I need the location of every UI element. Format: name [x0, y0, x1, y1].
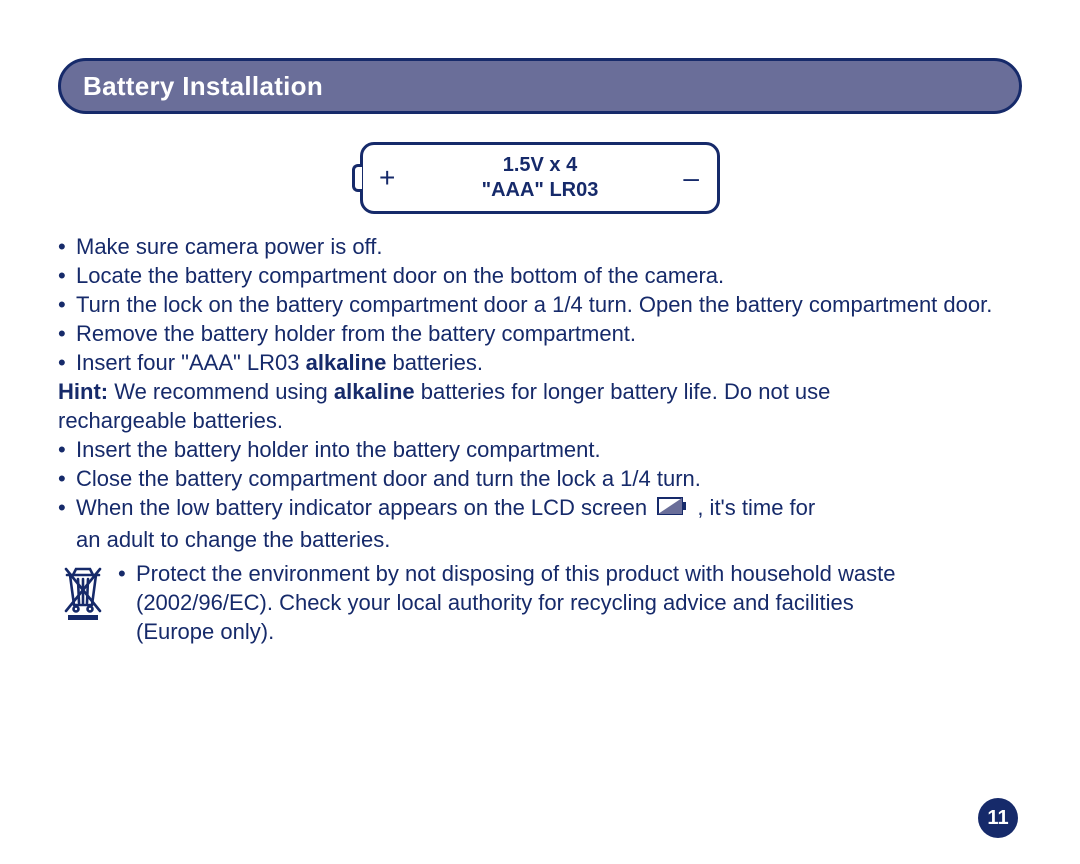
step-text: Remove the battery holder from the batte… — [76, 319, 636, 348]
bullet-icon: • — [58, 493, 76, 525]
step-8b: an adult to change the batteries. — [76, 525, 1022, 554]
section-title: Battery Installation — [83, 71, 323, 102]
bullet-icon: • — [58, 290, 76, 319]
weee-text: • Protect the environment by not disposi… — [118, 559, 895, 646]
step-text-bold: alkaline — [306, 350, 387, 375]
instructions: • Make sure camera power is off. • Locat… — [58, 232, 1022, 646]
section-header: Battery Installation — [58, 58, 1022, 114]
step-text: Turn the lock on the battery compartment… — [76, 290, 992, 319]
step-4: • Remove the battery holder from the bat… — [58, 319, 1022, 348]
step-text: Close the battery compartment door and t… — [76, 464, 701, 493]
battery-plus: + — [379, 164, 395, 192]
step-7: • Close the battery compartment door and… — [58, 464, 1022, 493]
weee-icon — [58, 561, 112, 628]
step-5: • Insert four "AAA" LR03 alkaline batter… — [58, 348, 1022, 377]
bullet-icon: • — [58, 348, 76, 377]
low-battery-icon — [657, 493, 687, 522]
step-2: • Locate the battery compartment door on… — [58, 261, 1022, 290]
battery-minus: – — [683, 164, 699, 192]
page-number: 11 — [987, 807, 1008, 830]
weee-line: Protect the environment by not disposing… — [136, 559, 895, 588]
battery-diagram: + – 1.5V x 4 "AAA" LR03 — [58, 142, 1022, 214]
weee-notice: • Protect the environment by not disposi… — [58, 559, 1022, 646]
weee-line: (2002/96/EC). Check your local authority… — [136, 588, 895, 617]
step-text-part: When the low battery indicator appears o… — [76, 495, 653, 520]
weee-line: (Europe only). — [136, 617, 895, 646]
bullet-icon: • — [58, 319, 76, 348]
hint-line2: rechargeable batteries. — [58, 406, 1022, 435]
step-text-part: batteries. — [386, 350, 483, 375]
battery-spec-line2: "AAA" LR03 — [482, 178, 599, 203]
hint-text: Hint: We recommend using alkaline batter… — [58, 379, 830, 404]
battery-spec-line1: 1.5V x 4 — [482, 153, 599, 178]
step-1: • Make sure camera power is off. — [58, 232, 1022, 261]
battery-outline: + – 1.5V x 4 "AAA" LR03 — [360, 142, 720, 214]
hint-part: We recommend using — [108, 379, 334, 404]
bullet-icon: • — [118, 559, 136, 588]
step-3: • Turn the lock on the battery compartme… — [58, 290, 1022, 319]
step-text: Insert the battery holder into the batte… — [76, 435, 601, 464]
hint-label: Hint: — [58, 379, 108, 404]
step-8: • When the low battery indicator appears… — [58, 493, 1022, 525]
step-6: • Insert the battery holder into the bat… — [58, 435, 1022, 464]
hint-bold: alkaline — [334, 379, 415, 404]
step-text: When the low battery indicator appears o… — [76, 493, 815, 525]
step-text: Insert four "AAA" LR03 alkaline batterie… — [76, 348, 483, 377]
step-text: Make sure camera power is off. — [76, 232, 383, 261]
bullet-icon: • — [58, 232, 76, 261]
battery-nub — [352, 164, 362, 192]
step-text: Locate the battery compartment door on t… — [76, 261, 724, 290]
page-number-badge: 11 — [978, 798, 1018, 838]
bullet-icon: • — [58, 464, 76, 493]
bullet-icon: • — [58, 261, 76, 290]
hint-part: batteries for longer battery life. Do no… — [415, 379, 831, 404]
step-text-part: , it's time for — [697, 495, 815, 520]
step-text-part: Insert four "AAA" LR03 — [76, 350, 306, 375]
hint: Hint: We recommend using alkaline batter… — [58, 377, 1022, 435]
bullet-icon: • — [58, 435, 76, 464]
battery-spec: 1.5V x 4 "AAA" LR03 — [482, 153, 599, 203]
